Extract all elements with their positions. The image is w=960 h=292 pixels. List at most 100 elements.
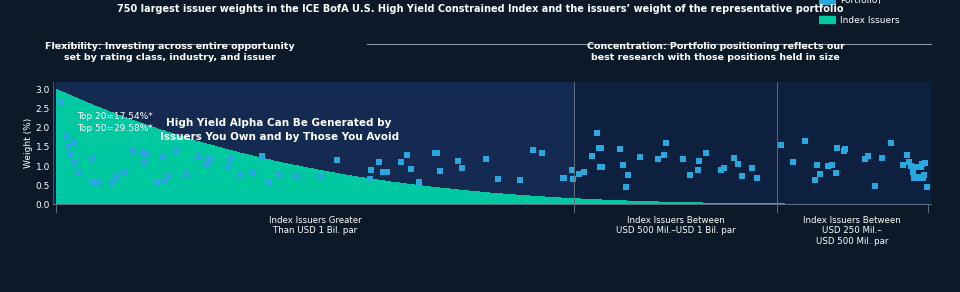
Bar bbox=[304, 167, 305, 204]
Bar bbox=[341, 174, 342, 204]
Bar bbox=[591, 199, 592, 204]
Bar bbox=[678, 202, 679, 204]
Bar bbox=[597, 199, 598, 204]
Bar bbox=[521, 195, 523, 204]
Bar bbox=[471, 191, 473, 204]
Bar bbox=[355, 176, 356, 204]
Point bbox=[478, 157, 493, 161]
Bar bbox=[724, 203, 725, 204]
Bar bbox=[663, 202, 664, 204]
Bar bbox=[311, 168, 313, 204]
Point bbox=[906, 176, 922, 180]
Bar bbox=[518, 195, 519, 204]
Bar bbox=[421, 185, 422, 204]
Point bbox=[591, 146, 607, 150]
Bar bbox=[267, 159, 269, 204]
Bar bbox=[508, 194, 509, 204]
Bar bbox=[487, 192, 488, 204]
Bar bbox=[482, 192, 483, 204]
Bar bbox=[212, 145, 214, 204]
Bar bbox=[258, 157, 259, 204]
Bar bbox=[150, 126, 151, 204]
Bar bbox=[747, 203, 748, 204]
Bar bbox=[759, 203, 761, 204]
Bar bbox=[422, 186, 424, 204]
Bar bbox=[706, 203, 707, 204]
Bar bbox=[431, 187, 432, 204]
Bar bbox=[455, 189, 457, 204]
Point bbox=[588, 131, 604, 136]
Point bbox=[454, 165, 469, 170]
Point bbox=[192, 154, 207, 158]
Bar bbox=[142, 123, 143, 204]
Bar bbox=[436, 187, 437, 204]
Bar bbox=[452, 189, 453, 204]
Point bbox=[913, 165, 928, 169]
Bar bbox=[577, 198, 579, 204]
Bar bbox=[398, 182, 399, 204]
Bar bbox=[99, 107, 100, 204]
Point bbox=[883, 141, 899, 145]
Bar bbox=[480, 192, 481, 204]
Bar bbox=[646, 201, 647, 204]
Bar bbox=[85, 102, 87, 204]
Bar bbox=[223, 148, 225, 204]
Point bbox=[900, 152, 915, 157]
Bar bbox=[587, 199, 588, 204]
Bar bbox=[507, 194, 508, 204]
Bar bbox=[413, 184, 414, 204]
Bar bbox=[94, 105, 95, 204]
Bar bbox=[323, 171, 324, 204]
Bar bbox=[292, 164, 293, 204]
Bar bbox=[697, 202, 698, 204]
Bar bbox=[744, 203, 745, 204]
Bar bbox=[247, 154, 248, 204]
Bar bbox=[695, 202, 696, 204]
Bar bbox=[609, 200, 610, 204]
Bar bbox=[437, 187, 438, 204]
Bar bbox=[543, 197, 545, 204]
Bar bbox=[265, 159, 266, 204]
Bar bbox=[535, 196, 536, 204]
Bar bbox=[339, 173, 341, 204]
Point bbox=[905, 170, 921, 174]
Bar bbox=[221, 147, 222, 204]
Bar bbox=[200, 142, 201, 204]
Point bbox=[427, 150, 443, 155]
Bar bbox=[193, 140, 194, 204]
Bar bbox=[722, 203, 723, 204]
Text: Top 20=17.54%*
Top 50=29.58%*: Top 20=17.54%* Top 50=29.58%* bbox=[77, 112, 153, 133]
Bar bbox=[322, 170, 323, 204]
Point bbox=[491, 176, 506, 181]
Bar bbox=[294, 165, 295, 204]
Bar bbox=[617, 200, 618, 204]
Point bbox=[731, 162, 746, 166]
Bar bbox=[649, 201, 651, 204]
Bar bbox=[302, 166, 303, 204]
Bar bbox=[236, 151, 237, 204]
Bar bbox=[253, 156, 254, 204]
Bar bbox=[720, 203, 722, 204]
Bar bbox=[488, 192, 489, 204]
Bar bbox=[465, 190, 466, 204]
Point bbox=[594, 165, 610, 169]
Bar bbox=[685, 202, 686, 204]
Point bbox=[682, 173, 697, 178]
Point bbox=[837, 147, 852, 152]
Bar bbox=[56, 89, 57, 204]
Bar bbox=[266, 159, 267, 204]
Bar bbox=[245, 154, 247, 204]
Point bbox=[525, 148, 540, 153]
Bar bbox=[625, 200, 626, 204]
Bar bbox=[458, 190, 459, 204]
Bar bbox=[330, 172, 331, 204]
Bar bbox=[657, 201, 658, 204]
Bar bbox=[227, 149, 228, 204]
Point bbox=[137, 161, 153, 166]
Bar bbox=[719, 203, 720, 204]
Bar bbox=[120, 115, 121, 204]
Y-axis label: Weight (%): Weight (%) bbox=[24, 118, 33, 168]
Bar bbox=[689, 202, 690, 204]
Bar bbox=[116, 114, 117, 204]
Point bbox=[615, 163, 631, 167]
